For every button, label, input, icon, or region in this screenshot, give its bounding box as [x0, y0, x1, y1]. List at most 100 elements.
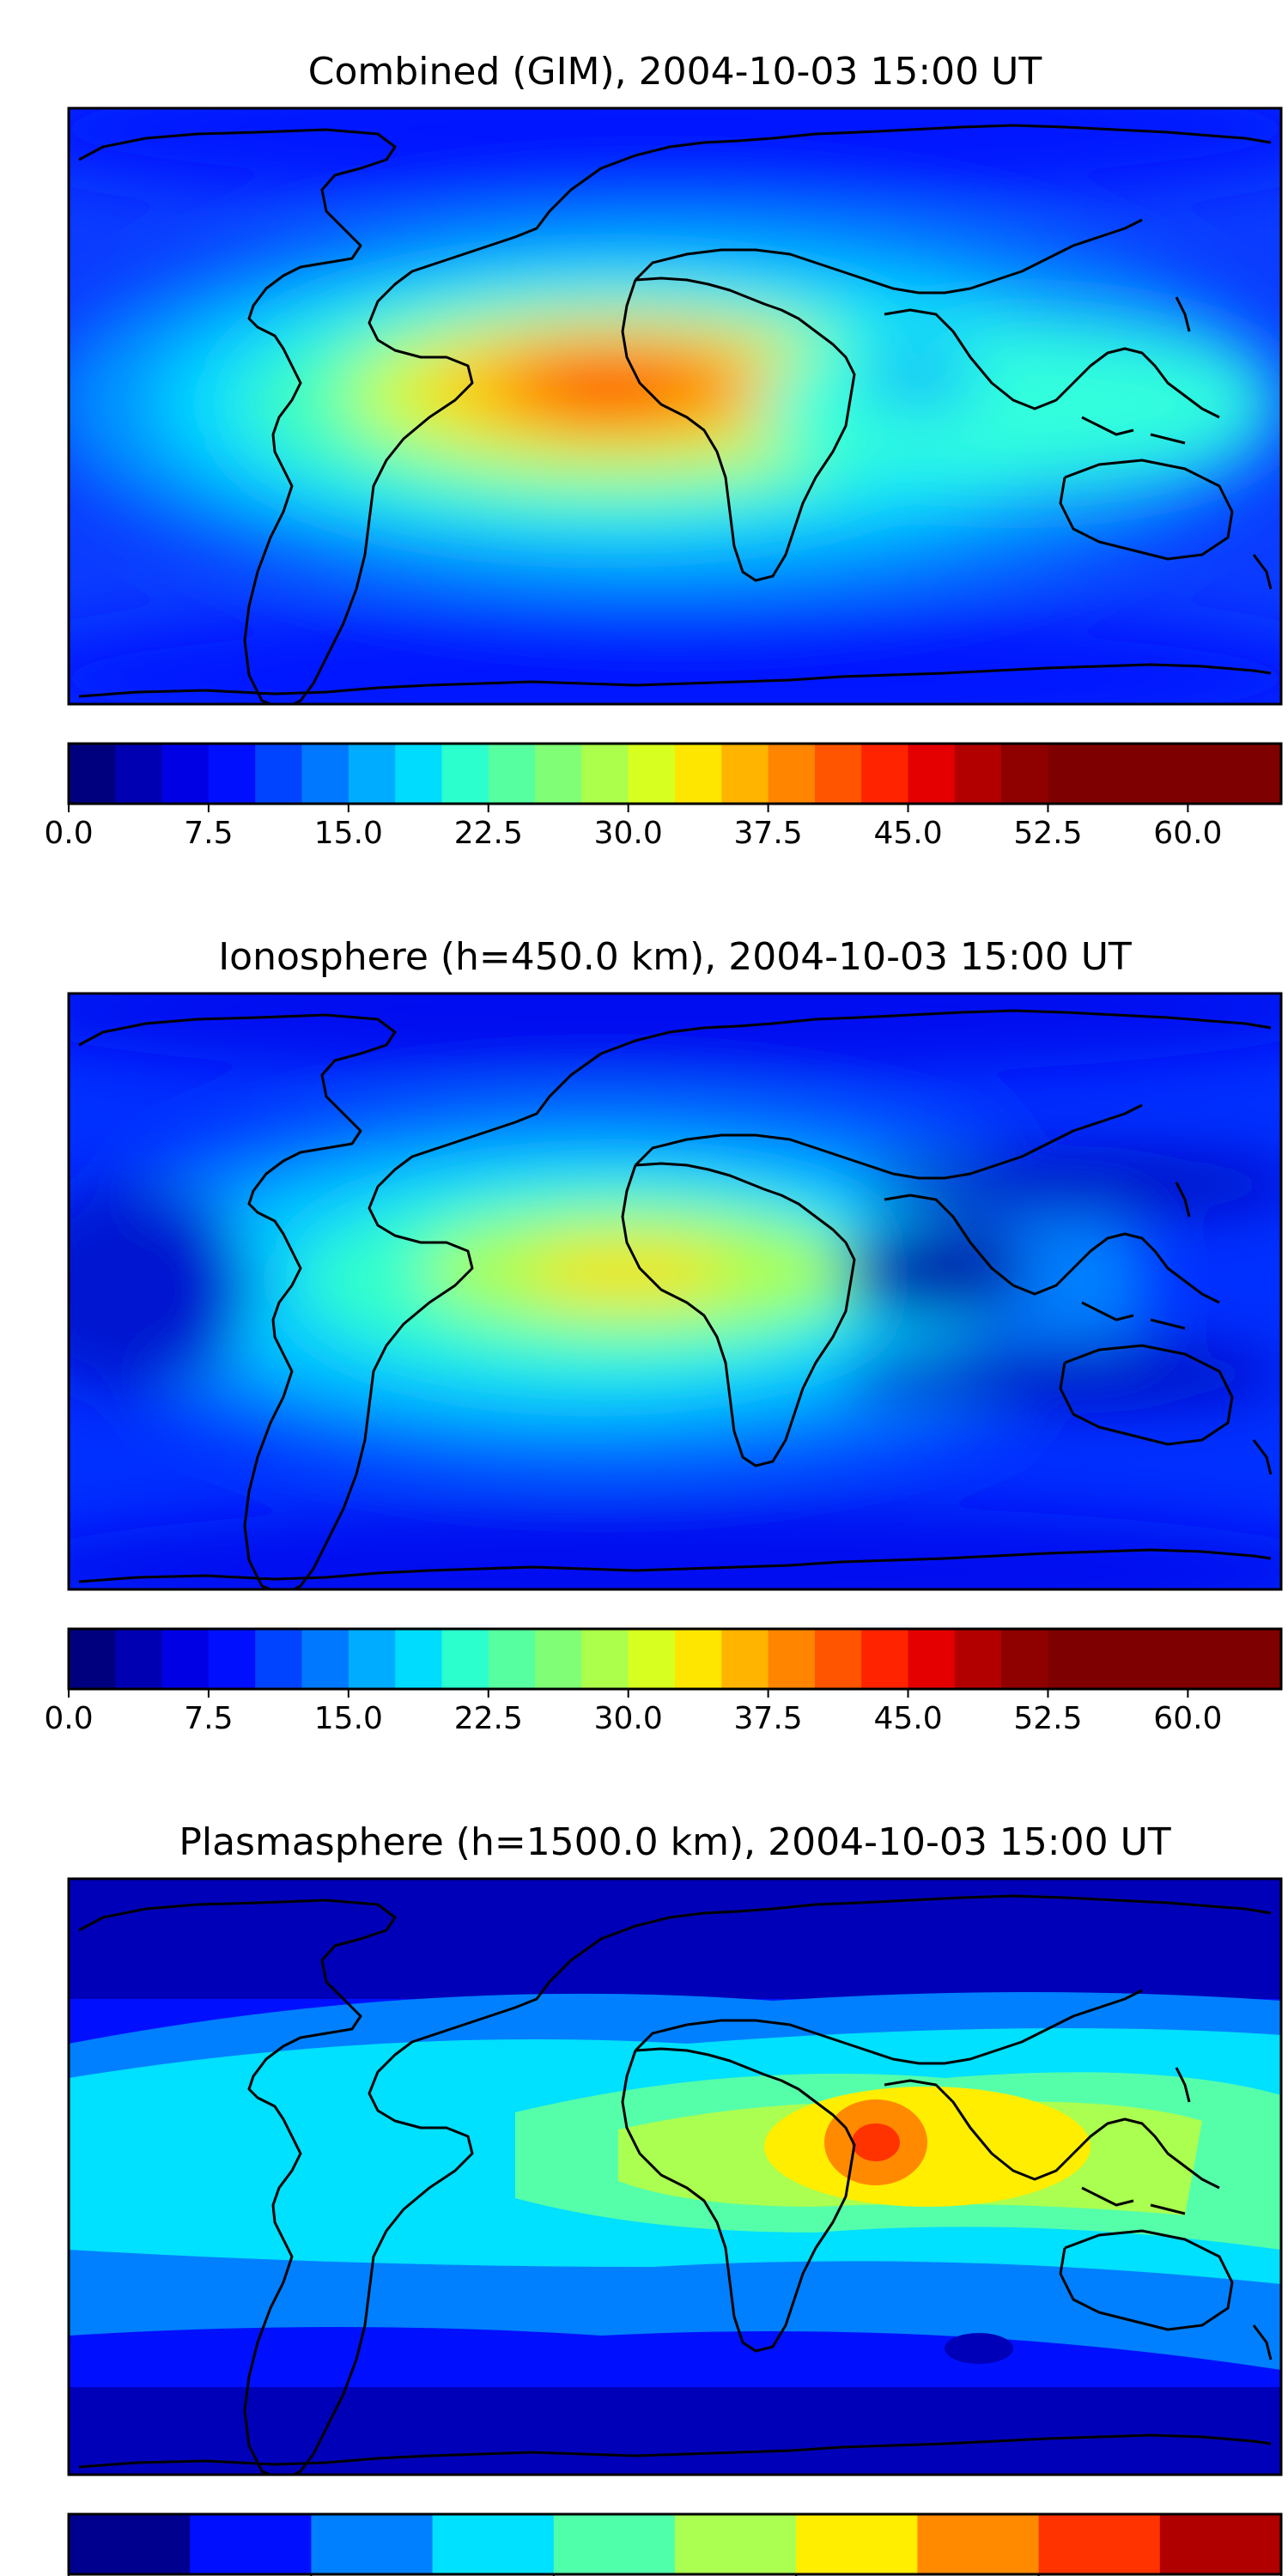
colorbar-2-frame	[67, 1627, 1283, 1691]
colorbar-2-cell	[721, 1629, 769, 1689]
colorbar-1-cell	[208, 744, 256, 804]
colorbar-3-cells	[69, 2514, 1282, 2574]
colorbar-1-tick-label: 7.5	[184, 816, 233, 851]
colorbar-1-cells	[69, 744, 1282, 804]
map-1-high-latitude-south	[69, 601, 1281, 704]
map-3-frame	[67, 1877, 1283, 2476]
map-1-frame	[67, 106, 1283, 706]
colorbar-1-cell	[348, 744, 396, 804]
colorbar-1-ticks: 0.0 7.5 15.0 22.5 30.0 37.5 45.0 52.5 60.0	[44, 804, 1222, 851]
colorbar-2-cell	[1188, 1629, 1236, 1689]
map-3-peak-red	[852, 2123, 900, 2161]
colorbar-1-cell	[908, 744, 956, 804]
colorbar-2-tick-label: 37.5	[734, 1701, 803, 1736]
colorbar-2-cell	[115, 1629, 163, 1689]
colorbar-2-cell	[161, 1629, 210, 1689]
colorbar-2-cell	[348, 1629, 396, 1689]
colorbar-2-cell	[69, 1629, 116, 1689]
colorbar-2-tick-label: 0.0	[44, 1701, 93, 1736]
colorbar-1-cell	[1141, 744, 1188, 804]
colorbar-2-tick-label: 30.0	[594, 1701, 663, 1736]
colorbar-2-tick-label: 7.5	[184, 1701, 233, 1736]
colorbar-2-tick-label: 15.0	[314, 1701, 383, 1736]
map-3-west-cyan	[69, 2138, 197, 2241]
colorbar-2-cell	[535, 1629, 582, 1689]
colorbar-3-cell	[311, 2514, 434, 2574]
colorbar-2-cell	[395, 1629, 442, 1689]
colorbar-3-cell	[190, 2514, 312, 2574]
colorbar-1-tick-label: 52.5	[1013, 816, 1082, 851]
map-2-high-latitude-north	[69, 993, 1281, 1078]
map-1-low-spot	[859, 348, 979, 408]
colorbar-1-cell	[488, 744, 536, 804]
colorbar-2-cell	[1001, 1629, 1048, 1689]
colorbar-1-cell	[161, 744, 210, 804]
colorbar-1-cell	[395, 744, 442, 804]
colorbar-2-cell	[208, 1629, 256, 1689]
colorbar-2-ticks: 0.0 7.5 15.0 22.5 30.0 37.5 45.0 52.5 60.0	[44, 1689, 1222, 1736]
colorbar-2-cell	[441, 1629, 489, 1689]
colorbar-1-cell	[768, 744, 816, 804]
colorbar-2-cell	[1048, 1629, 1096, 1689]
map-2-west-low	[69, 1185, 249, 1391]
map-2-east-low-band	[859, 1155, 1281, 1215]
colorbar-2-cell	[628, 1629, 676, 1689]
colorbar-2-cell	[861, 1629, 909, 1689]
colorbar-1-cell	[1188, 744, 1236, 804]
colorbar-2-cell	[1094, 1629, 1142, 1689]
colorbar-1-cell	[1048, 744, 1096, 804]
colorbar-1-frame	[67, 742, 1283, 805]
colorbar-1-tick-label: 0.0	[44, 816, 93, 851]
colorbar-2-tick-label: 22.5	[454, 1701, 523, 1736]
map-1	[69, 108, 1281, 704]
colorbar-1-cell	[441, 744, 489, 804]
map-3-band-north-dark	[69, 1879, 1281, 1999]
colorbar-1-cell	[255, 744, 303, 804]
colorbar-2-tick-label: 60.0	[1153, 1701, 1222, 1736]
colorbar-3-cell	[917, 2514, 1040, 2574]
colorbar-1-tick-label: 30.0	[594, 816, 663, 851]
colorbar-2-cell	[675, 1629, 722, 1689]
colorbar-2-cells	[69, 1629, 1282, 1689]
colorbar-2-cell	[255, 1629, 303, 1689]
colorbar-1-cell	[115, 744, 163, 804]
colorbar-1-cell	[1001, 744, 1048, 804]
map-3-peak-yellow	[764, 2087, 1091, 2207]
colorbar-3-cell	[796, 2514, 918, 2574]
colorbar-1-cell	[1234, 744, 1282, 804]
colorbar-1-cell	[628, 744, 676, 804]
colorbar-2: 0.0 7.5 15.0 22.5 30.0 37.5 45.0 52.5 60.0	[44, 1627, 1283, 1736]
colorbar-2-cell	[581, 1629, 629, 1689]
colorbar-2-cell	[908, 1629, 956, 1689]
colorbar-2-cell	[1141, 1629, 1188, 1689]
map-3	[69, 1879, 1281, 2475]
colorbar-1-cell	[861, 744, 909, 804]
colorbar-1-cell	[1094, 744, 1142, 804]
map-2-high-latitude-south	[69, 1503, 1281, 1589]
colorbar-3-cell	[553, 2514, 676, 2574]
colorbar-1: 0.0 7.5 15.0 22.5 30.0 37.5 45.0 52.5 60.0	[44, 742, 1283, 851]
map-1-title: Combined (GIM), 2004-10-03 15:00 UT	[308, 50, 1042, 94]
colorbar-3: 0510152025	[67, 2512, 1283, 2576]
colorbar-2-tick-label: 45.0	[873, 1701, 942, 1736]
colorbar-1-tick-label: 45.0	[873, 816, 942, 851]
map-2-frame	[67, 992, 1283, 1591]
map-3-title: Plasmasphere (h=1500.0 km), 2004-10-03 1…	[179, 1820, 1170, 1864]
map-2	[69, 993, 1281, 1589]
map-2-peak-yellow	[524, 1247, 730, 1298]
map-3-band-south-dark	[69, 2387, 1281, 2475]
colorbar-1-cell	[581, 744, 629, 804]
colorbar-3-cell	[1038, 2514, 1161, 2574]
colorbar-1-tick-label: 15.0	[314, 816, 383, 851]
colorbar-1-tick-label: 22.5	[454, 816, 523, 851]
colorbar-1-cell	[301, 744, 349, 804]
colorbar-3-cell	[1159, 2514, 1282, 2574]
colorbar-1-tick-label: 37.5	[734, 816, 803, 851]
colorbar-1-cell	[535, 744, 582, 804]
colorbar-2-cell	[1234, 1629, 1282, 1689]
map-2-east-low	[841, 1224, 1030, 1318]
map-1-peak-red	[541, 369, 661, 412]
colorbar-2-cell	[301, 1629, 349, 1689]
colorbar-1-cell	[69, 744, 116, 804]
